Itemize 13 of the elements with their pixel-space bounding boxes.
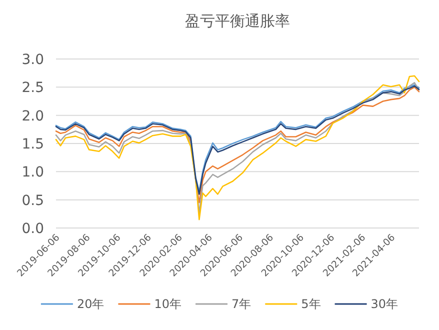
legend-label: 10年 <box>154 297 182 311</box>
y-tick-label: 2.0 <box>22 108 44 124</box>
y-tick-label: 2.5 <box>22 80 44 96</box>
y-tick-label: 3.0 <box>22 52 44 68</box>
chart-title: 盈亏平衡通胀率 <box>185 12 290 30</box>
legend-label: 30年 <box>370 297 398 311</box>
legend-label: 5年 <box>301 297 321 311</box>
legend-label: 7年 <box>232 297 252 311</box>
y-tick-label: 1.5 <box>22 136 44 152</box>
y-tick-label: 0.0 <box>22 221 44 237</box>
legend-label: 20年 <box>76 297 104 311</box>
y-tick-label: 1.0 <box>22 164 44 181</box>
y-tick-label: 0.5 <box>22 192 44 209</box>
